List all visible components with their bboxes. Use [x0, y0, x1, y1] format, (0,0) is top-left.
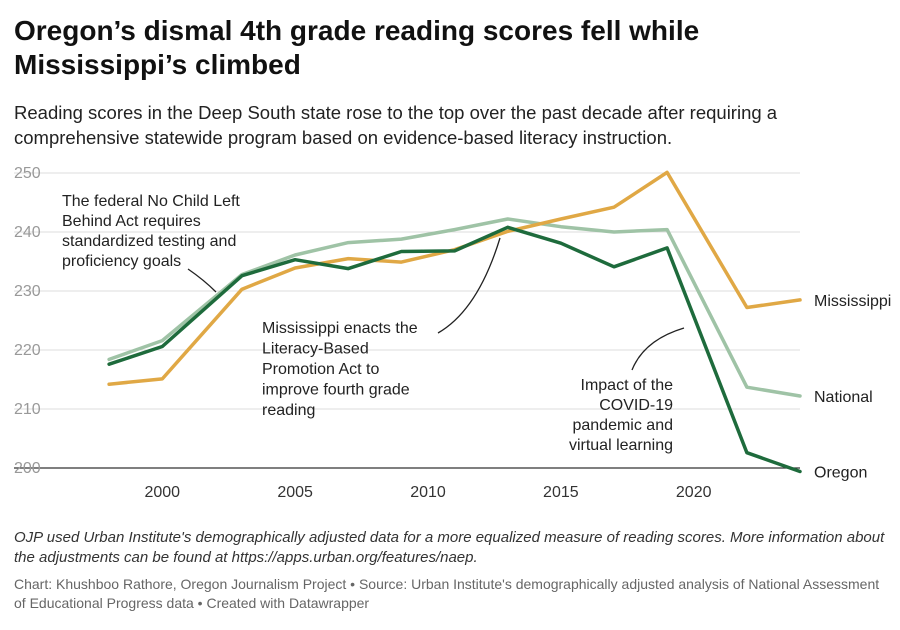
- chart-notes: OJP used Urban Institute's demographical…: [14, 529, 885, 566]
- x-tick-label: 2020: [676, 484, 712, 501]
- y-tick-label: 210: [14, 401, 41, 418]
- x-tick-label: 2010: [410, 484, 446, 501]
- annotation-line: pandemic and: [572, 417, 673, 434]
- annotation-line: Literacy-Based: [262, 341, 369, 358]
- x-tick-label: 2000: [144, 484, 180, 501]
- annotation-line: virtual learning: [569, 437, 673, 454]
- y-tick-label: 230: [14, 283, 41, 300]
- annotation-line: COVID-19: [599, 397, 673, 414]
- annotation-text: The federal No Child Left Behind Act requ…: [62, 193, 240, 270]
- annotation-line: Mississippi enacts the: [262, 320, 418, 337]
- y-tick-label: 220: [14, 342, 41, 359]
- annotation-line: standardized testing and: [62, 233, 236, 250]
- annotation-line: The federal No Child Left: [62, 193, 240, 210]
- series-label-oregon: Oregon: [814, 465, 867, 482]
- annotation-line: reading: [262, 402, 315, 419]
- annotation-line: Promotion Act to: [262, 361, 379, 378]
- annotation-line: Behind Act requires: [62, 213, 201, 230]
- series-label-mississippi: Mississippi: [814, 293, 891, 310]
- annotation-leader: [437, 237, 501, 334]
- y-tick-label: 200: [14, 460, 41, 477]
- annotation-text: Impact of the COVID-19 pandemic and virtual…: [569, 377, 673, 454]
- chart-subtitle: Reading scores in the Deep South state r…: [14, 102, 778, 148]
- annotation-leader: [631, 327, 685, 371]
- y-tick-label: 250: [14, 165, 41, 182]
- annotation-line: improve fourth grade: [262, 382, 410, 399]
- series-label-national: National: [814, 389, 873, 406]
- annotation-line: Impact of the: [581, 377, 674, 394]
- series-line-oregon: [107, 225, 802, 474]
- x-tick-label: 2005: [277, 484, 313, 501]
- chart-title: Oregon’s dismal 4th grade reading scores…: [14, 15, 700, 80]
- x-tick-label: 2015: [543, 484, 579, 501]
- annotation-line: proficiency goals: [62, 253, 181, 270]
- chart-credit: Chart: Khushboo Rathore, Oregon Journali…: [14, 576, 880, 611]
- y-tick-label: 240: [14, 224, 41, 241]
- annotation-text: Mississippi enacts the Literacy-Based Prom…: [262, 320, 418, 419]
- annotation-leader: [187, 268, 217, 293]
